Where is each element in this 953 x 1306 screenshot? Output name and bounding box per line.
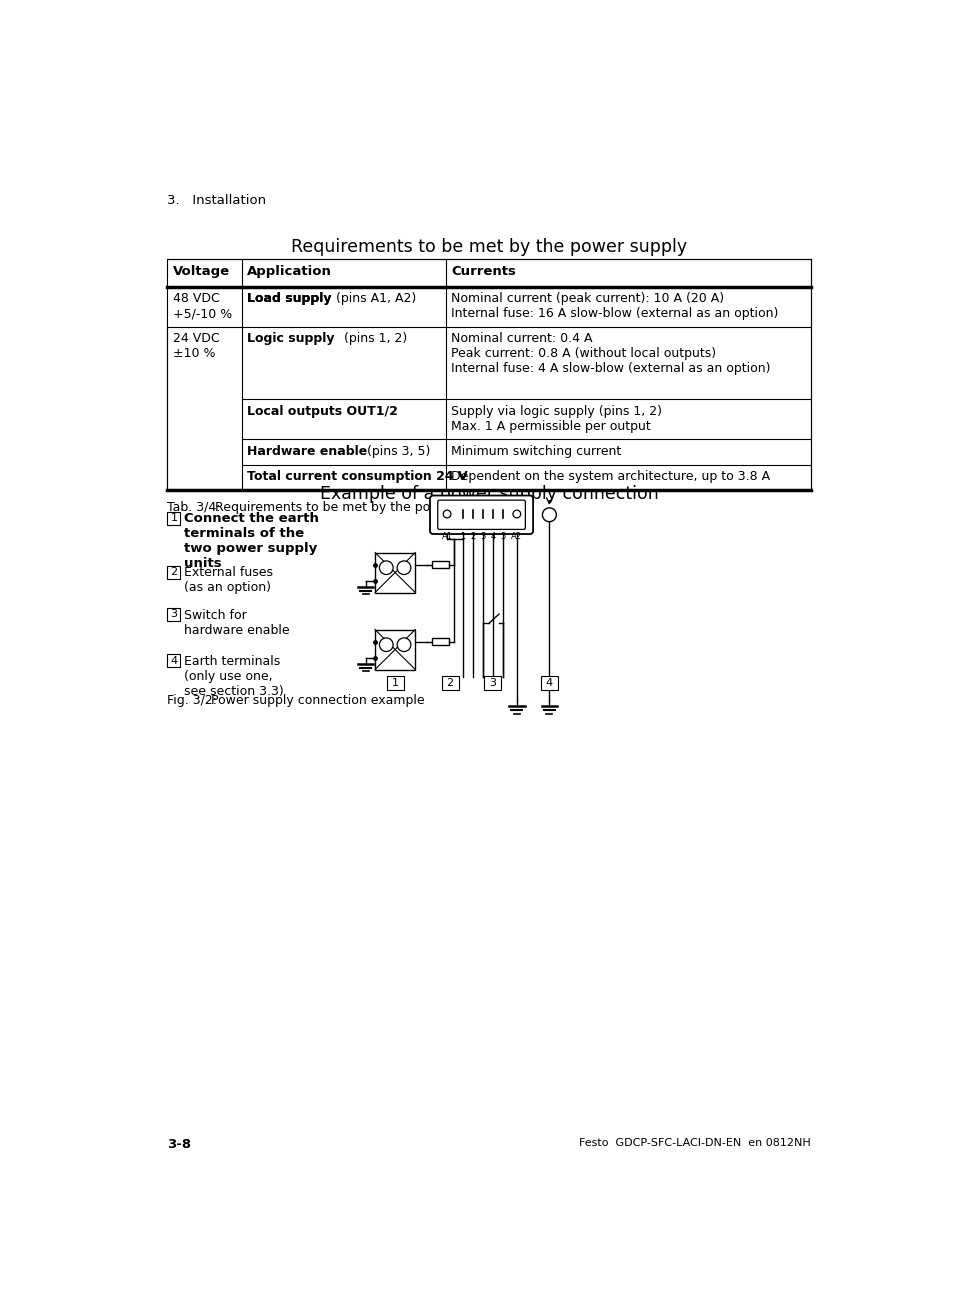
Text: 4: 4 [545,678,553,688]
Circle shape [379,637,393,652]
Bar [375,552,415,593]
Text: 48 VDC
+5/-10 %: 48 VDC +5/-10 % [172,293,232,320]
Bar [167,259,810,490]
Text: Voltage: Voltage [172,265,230,278]
Text: Requirements to be met by the power supply: Requirements to be met by the power supp… [291,238,686,256]
Text: (pins 3, 5): (pins 3, 5) [362,445,430,457]
Text: 3.   Installation: 3. Installation [167,193,266,206]
Text: Festo  GDCP-SFC-LACI-DN-EN  en 0812NH: Festo GDCP-SFC-LACI-DN-EN en 0812NH [578,1138,810,1148]
Text: Nominal current: 0.4 A
Peak current: 0.8 A (without local outputs)
Internal fuse: Nominal current: 0.4 A Peak current: 0.8… [451,332,770,375]
Text: 3: 3 [171,610,177,619]
Text: Power: Power [460,494,501,507]
Text: Connect the earth
terminals of the
two power supply
units: Connect the earth terminals of the two p… [184,512,319,571]
Bar [375,629,415,670]
Text: Hardware enable: Hardware enable [247,445,367,457]
Bar [167,607,180,622]
FancyBboxPatch shape [430,495,533,534]
Bar [540,677,558,691]
Circle shape [396,637,411,652]
Text: Logic supply: Logic supply [247,332,335,345]
Circle shape [379,560,393,575]
Bar [432,637,449,645]
Text: Switch for
hardware enable: Switch for hardware enable [184,609,290,637]
Text: 3: 3 [479,533,485,542]
Text: 2: 2 [446,678,454,688]
Text: Total current consumption 24 V: Total current consumption 24 V [247,470,467,483]
Text: Currents: Currents [451,265,516,278]
Text: Load supply: Load supply [247,293,332,306]
Text: 4: 4 [490,533,495,542]
Text: 1: 1 [459,533,465,542]
Bar [167,654,180,667]
Text: Dependent on the system architecture, up to 3.8 A: Dependent on the system architecture, up… [451,470,769,483]
Bar [484,677,500,691]
Text: Earth terminals
(only use one,
see section 3.3): Earth terminals (only use one, see secti… [184,654,284,697]
Text: 1: 1 [171,513,177,524]
Text: Load supply (pins A1, A2): Load supply (pins A1, A2) [247,293,406,306]
Text: (pins 1, 2): (pins 1, 2) [339,332,406,345]
Text: Example of a power supply connection: Example of a power supply connection [319,485,658,503]
Text: A1: A1 [441,533,452,542]
Text: 24 VDC
±10 %: 24 VDC ±10 % [172,332,219,360]
Circle shape [513,511,520,518]
Text: Requirements to be met by the power supply: Requirements to be met by the power supp… [215,502,498,513]
Bar [386,677,403,691]
Text: 5: 5 [499,533,505,542]
Bar [432,560,449,568]
Text: (pins A1, A2): (pins A1, A2) [332,293,416,306]
Text: Supply via logic supply (pins 1, 2)
Max. 1 A permissible per output: Supply via logic supply (pins 1, 2) Max.… [451,405,661,432]
Circle shape [443,511,451,518]
Circle shape [396,560,411,575]
Bar [167,565,180,579]
Text: 3: 3 [489,678,496,688]
Text: A2: A2 [511,533,522,542]
Bar [441,677,458,691]
Text: Power supply connection example: Power supply connection example [212,695,425,707]
Text: Minimum switching current: Minimum switching current [451,445,620,457]
Text: 2: 2 [171,567,177,577]
Text: Load supply: Load supply [247,293,332,306]
FancyBboxPatch shape [437,500,525,529]
Text: 2: 2 [470,533,475,542]
Text: External fuses
(as an option): External fuses (as an option) [184,567,274,594]
Text: 1: 1 [392,678,398,688]
Circle shape [542,508,556,521]
Text: Application: Application [247,265,332,278]
Text: Local outputs OUT1/2: Local outputs OUT1/2 [247,405,397,418]
Text: Fig. 3/2:: Fig. 3/2: [167,695,217,707]
Text: 3-8: 3-8 [167,1138,192,1151]
Bar [167,512,180,525]
Text: Tab. 3/4:: Tab. 3/4: [167,502,220,513]
Text: Nominal current (peak current): 10 A (20 A)
Internal fuse: 16 A slow-blow (exter: Nominal current (peak current): 10 A (20… [451,293,778,320]
Text: 4: 4 [171,656,177,666]
